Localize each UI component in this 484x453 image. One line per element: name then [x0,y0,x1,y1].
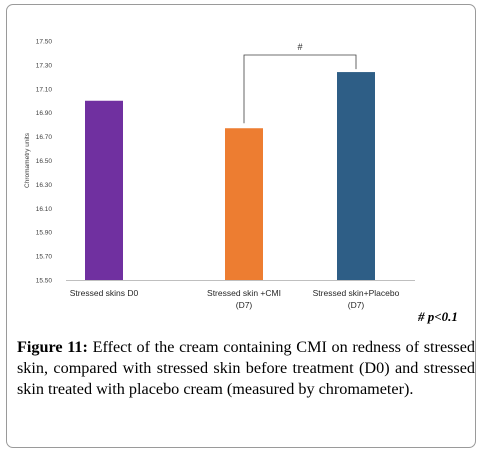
significance-note: # p<0.1 [418,309,458,324]
x-category-label: Stressed skins D0 [70,288,139,298]
significance-annotation: # [243,42,357,124]
bar-1 [85,100,123,280]
y-tick-label: 15.70 [36,254,53,261]
y-tick-label: 15.50 [36,278,53,285]
y-axis-label: Chromametry units [24,132,31,188]
x-category-label: (D7) [236,300,253,310]
bar-chart: 15.50 15.70 15.90 16.10 16.30 16.50 16.70 16.90… [24,39,415,310]
bar-2 [225,128,263,280]
x-category-label: Stressed skin+Placebo [313,288,400,298]
figure-label: Figure 11: [17,338,88,356]
significance-symbol: # [297,42,302,52]
y-tick-label: 16.70 [36,134,53,141]
caption-text: Effect of the cream containing CMI on re… [17,338,476,398]
x-category-label: (D7) [348,300,365,310]
y-tick-label: 17.30 [36,62,53,69]
y-tick-label: 16.50 [36,158,53,165]
y-axis: 15.50 15.70 15.90 16.10 16.30 16.50 16.70 16.90… [24,39,52,285]
y-tick-label: 15.90 [36,230,53,237]
x-category-label: Stressed skin +CMI [207,288,281,298]
y-tick-label: 16.10 [36,206,53,213]
y-tick-label: 17.50 [36,39,53,46]
bars [85,72,375,280]
y-tick-label: 16.90 [36,110,53,117]
significance-bracket [243,54,357,124]
x-axis: Stressed skins D0 Stressed skin +CMI (D7) S… [66,280,415,310]
bar-3 [337,72,375,280]
figure-caption: Figure 11: Effect of the cream containin… [17,337,475,400]
y-tick-label: 17.10 [36,86,53,93]
y-tick-label: 16.30 [36,182,53,189]
